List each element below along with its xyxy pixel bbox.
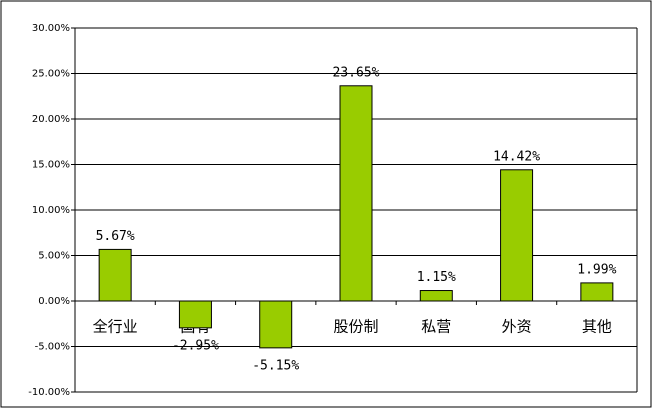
y-tick-label: -5.00% bbox=[35, 342, 70, 353]
bar bbox=[500, 169, 534, 302]
x-tick-label: 其他 bbox=[582, 318, 612, 336]
y-tick-label: 25.00% bbox=[32, 69, 70, 80]
x-tick-label: 全行业 bbox=[93, 318, 138, 336]
bar bbox=[259, 300, 293, 349]
bar bbox=[98, 248, 132, 302]
x-tick-label: 股份制 bbox=[333, 318, 378, 336]
x-tick-label: 私营 bbox=[421, 318, 451, 336]
y-tick-label: 30.00% bbox=[32, 23, 70, 34]
y-tick-label: 5.00% bbox=[38, 251, 70, 262]
bar bbox=[178, 300, 212, 329]
bar bbox=[339, 85, 373, 302]
value-label: 23.65% bbox=[333, 65, 380, 80]
x-tick-label: 外资 bbox=[502, 318, 532, 336]
y-tick-label: 15.00% bbox=[32, 160, 70, 171]
value-label: 5.67% bbox=[96, 229, 135, 244]
value-label: -5.15% bbox=[252, 358, 299, 373]
bar bbox=[580, 282, 614, 302]
y-tick-label: 10.00% bbox=[32, 205, 70, 216]
y-tick-label: 0.00% bbox=[38, 296, 70, 307]
y-tick-label: -10.00% bbox=[28, 387, 70, 398]
value-label: 1.15% bbox=[417, 270, 456, 285]
value-label: 1.99% bbox=[577, 262, 616, 277]
y-tick-label: 20.00% bbox=[32, 114, 70, 125]
bar bbox=[419, 290, 453, 302]
value-label: 14.42% bbox=[493, 149, 540, 164]
value-label: -2.95% bbox=[172, 338, 219, 353]
